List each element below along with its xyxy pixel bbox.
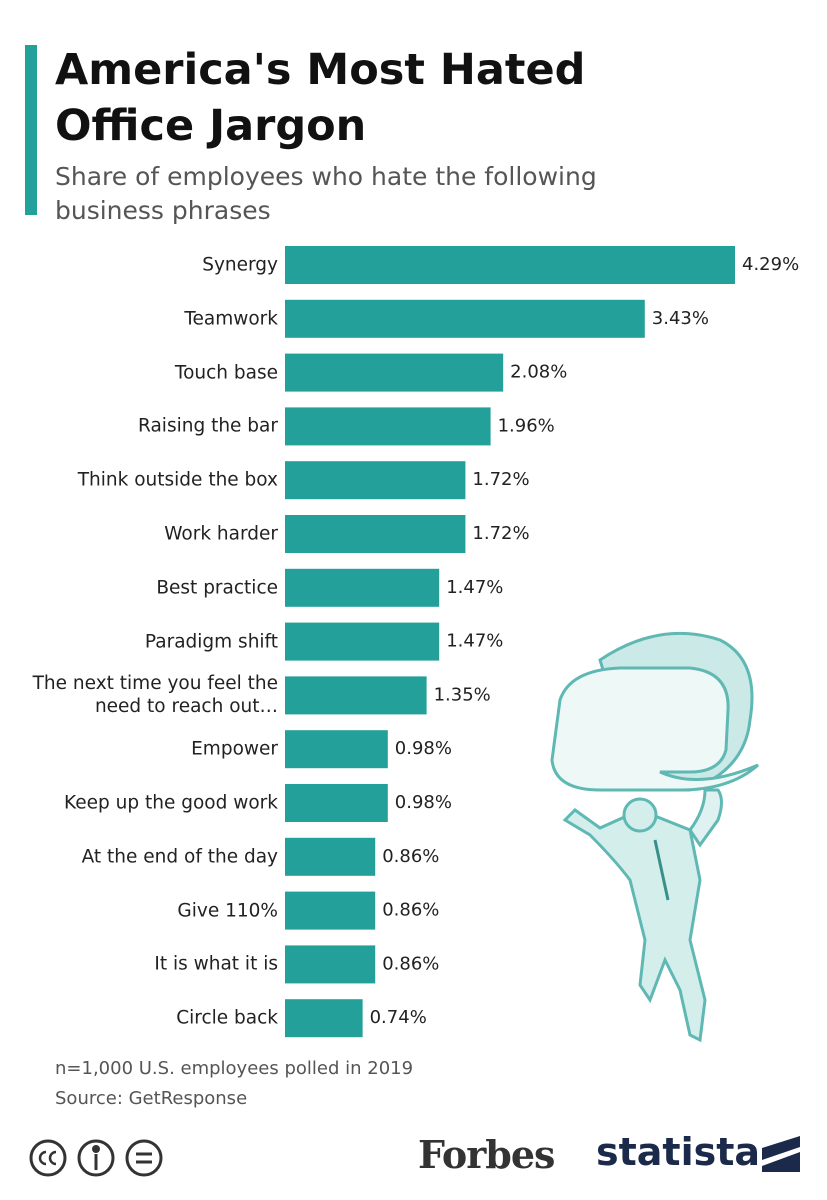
bar [285,568,440,607]
bar [285,999,363,1038]
value-label: 0.86% [382,900,439,921]
category-label: Give 110% [177,900,278,922]
category-label: Circle back [176,1007,278,1029]
bar [285,461,466,500]
category-label: Paradigm shift [144,631,278,653]
value-label: 1.35% [434,684,491,705]
bar [285,730,388,769]
category-label: Teamwork [184,308,278,330]
category-label: Keep up the good work [64,792,278,814]
bar [285,299,645,338]
bar [285,891,376,930]
chart-title: America's Most Hated Office Jargon [55,45,586,151]
value-label: 0.74% [370,1007,427,1028]
value-label: 0.86% [382,846,439,867]
bar [285,246,735,284]
value-label: 0.98% [395,738,452,759]
bar [285,407,491,446]
brand-logo: statista [596,1130,761,1174]
category-label: Best practice [156,577,278,599]
bar [285,784,388,822]
value-label: 1.72% [472,469,529,490]
value-label: 3.43% [652,308,709,329]
category-label: At the end of the day [81,846,278,868]
bar [285,676,427,715]
category-label: Think outside the box [77,469,278,491]
bar [285,515,466,553]
category-label: It is what it is [154,953,278,975]
source: Source: GetResponse [55,1088,248,1109]
category-label: Touch base [174,362,278,384]
category-label: Work harder [164,523,278,545]
accent-bar [25,45,37,215]
bar [285,837,376,876]
category-label: Synergy [202,254,278,276]
category-label: Empower [191,738,278,760]
statista-mark [762,1136,800,1172]
value-label: 0.86% [382,953,439,974]
value-label: 4.29% [742,254,799,275]
value-label: 0.98% [395,792,452,813]
chart-subtitle: Share of employees who hate the followin… [55,162,597,225]
license-icons [29,1139,163,1177]
publisher-logo: Forbes [418,1132,555,1177]
category-label: Raising the bar [138,415,278,437]
bar [285,353,504,392]
value-label: 2.08% [510,362,567,383]
bar [285,945,376,984]
value-label: 1.72% [472,523,529,544]
bar [285,622,440,661]
illustration [550,631,759,1043]
category-label: The next time you feel the need to reach… [32,673,278,718]
value-label: 1.47% [446,631,503,652]
value-label: 1.47% [446,577,503,598]
note: n=1,000 U.S. employees polled in 2019 [55,1058,414,1079]
value-label: 1.96% [498,415,555,436]
